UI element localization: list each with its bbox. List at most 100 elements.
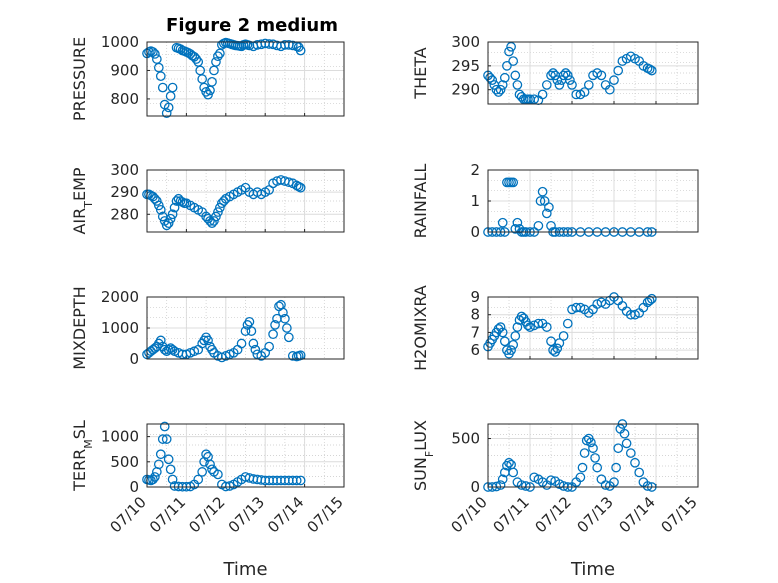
y-tick-label: 1 — [470, 192, 480, 210]
y-tick-label: 295 — [451, 57, 480, 75]
subplot-1: 800 900 1000 PRESSURE — [70, 33, 345, 121]
data-point — [579, 87, 590, 97]
y-tick-label: 6 — [470, 341, 480, 359]
y-tick-label: 300 — [451, 33, 480, 51]
data-point — [512, 322, 523, 332]
axes-box — [146, 296, 345, 360]
data-point — [642, 481, 653, 491]
data-point — [586, 437, 596, 448]
data-point — [493, 87, 504, 97]
data-point — [554, 80, 565, 90]
y-axis-label: H2OMIXRA — [411, 285, 430, 371]
data-point — [213, 469, 223, 480]
data-point — [167, 82, 178, 93]
data-point — [193, 474, 204, 485]
data-point — [575, 302, 586, 313]
data-point — [504, 457, 514, 468]
data-point — [295, 45, 306, 56]
data-point — [512, 217, 523, 228]
data-point — [554, 338, 565, 348]
data-point — [613, 65, 624, 76]
y-tick-label: 9 — [470, 288, 480, 306]
data-point — [155, 335, 166, 346]
data-point — [583, 80, 594, 90]
data-point — [148, 47, 158, 57]
axes-box — [487, 169, 699, 233]
data-point — [167, 209, 178, 220]
data-point — [163, 218, 174, 228]
y-tick-label: 500 — [451, 430, 480, 448]
data-point — [495, 480, 506, 490]
data-point — [552, 343, 563, 354]
data-point — [169, 202, 180, 213]
data-point — [209, 216, 219, 226]
data-point — [167, 474, 178, 485]
data-point — [150, 472, 160, 482]
y-tick-label: 0 — [129, 350, 139, 368]
data-point — [546, 70, 556, 81]
data-point — [512, 80, 523, 90]
y-tick-label: 500 — [110, 453, 139, 471]
data-point — [529, 94, 540, 105]
data-point — [213, 207, 223, 217]
data-point — [502, 60, 512, 71]
data-point — [609, 75, 619, 86]
figure-title: Figure 2 medium — [166, 15, 338, 36]
data-point — [291, 475, 302, 486]
data-point — [278, 307, 288, 318]
y-axis-label: MIXDEPTH — [70, 286, 89, 369]
data-point — [596, 70, 607, 81]
data-point — [611, 462, 621, 473]
data-point — [205, 459, 215, 470]
y-tick-label: 1000 — [101, 319, 139, 337]
data-point — [499, 336, 510, 347]
y-tick-label: 8 — [470, 306, 480, 324]
y-axis-label: PRESSURE — [70, 37, 89, 121]
data-point — [264, 341, 274, 352]
data-point — [213, 51, 223, 62]
data-point — [163, 454, 174, 465]
y-axis-label: TERRMSL — [70, 420, 95, 492]
y-tick-label: 1000 — [101, 33, 139, 51]
data-point — [150, 49, 160, 59]
data-point — [562, 318, 573, 329]
data-point — [588, 443, 598, 454]
data-point — [525, 322, 535, 332]
data-point — [646, 65, 657, 76]
y-tick-label: 900 — [110, 61, 139, 79]
data-point — [283, 332, 294, 343]
data-point — [630, 309, 640, 320]
data-point — [577, 462, 588, 473]
data-point — [152, 196, 162, 206]
data-point — [177, 197, 188, 207]
data-point — [565, 75, 575, 86]
axes-box — [487, 296, 699, 360]
data-point — [497, 327, 508, 338]
data-point — [287, 40, 298, 51]
data-point — [546, 475, 556, 486]
axes-box — [487, 423, 699, 488]
data-point — [600, 480, 611, 490]
data-point — [165, 464, 176, 475]
data-point — [644, 64, 655, 75]
data-point — [197, 467, 208, 477]
data-point — [625, 448, 636, 458]
data-point — [533, 220, 544, 231]
data-point — [558, 331, 569, 341]
data-point — [508, 339, 519, 350]
data-point — [191, 54, 202, 64]
data-point — [163, 102, 174, 113]
data-point — [621, 438, 632, 449]
data-point — [592, 462, 603, 473]
data-point — [491, 84, 502, 95]
data-point — [240, 326, 251, 336]
data-point — [495, 84, 506, 95]
axes-box — [146, 423, 345, 488]
data-point — [280, 313, 290, 324]
data-point — [506, 41, 516, 52]
data-point — [579, 448, 590, 458]
data-point — [157, 82, 168, 93]
data-point — [485, 72, 495, 83]
data-point — [541, 322, 552, 332]
